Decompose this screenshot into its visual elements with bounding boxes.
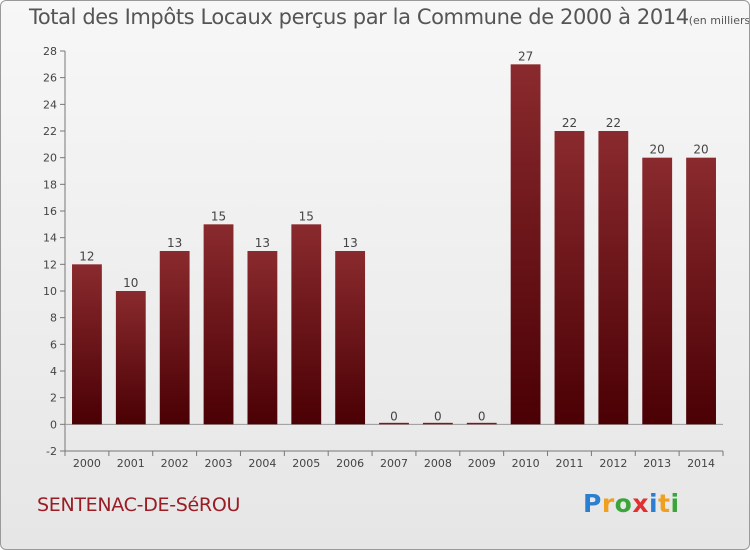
data-label-2004: 13 [255,236,270,250]
y-tick-label: 12 [43,258,57,271]
x-tick-label: 2003 [205,457,233,470]
bar-2014 [686,157,716,425]
bar-2004 [247,251,278,425]
y-tick-label: 20 [43,152,57,165]
x-tick-label: 2002 [161,457,189,470]
chart-subtitle: (en milliers d'€) [688,14,750,27]
data-label-2008: 0 [434,409,442,423]
data-label-2012: 22 [606,116,621,130]
proxiti-logo: Proxiti [583,489,680,518]
data-label-2003: 15 [211,209,226,223]
bar-2005 [291,224,322,425]
data-label-2000: 12 [79,249,94,263]
data-label-2011: 22 [562,116,577,130]
bar-2001 [115,291,146,425]
chart-title-text: Total des Impôts Locaux perçus par la Co… [29,5,689,29]
y-tick-label: 10 [43,285,57,298]
y-tick-label: 8 [50,312,57,325]
x-tick-label: 2001 [117,457,145,470]
logo-letter-5: t [658,489,671,518]
logo-letter-2: o [614,489,633,518]
logo-letter-4: i [649,489,659,518]
logo-letter-1: r [601,489,615,518]
x-tick-label: 2007 [380,457,408,470]
x-tick-label: 2006 [336,457,364,470]
x-tick-label: 2005 [292,457,320,470]
bar-2003 [203,224,234,425]
x-tick-label: 2010 [512,457,540,470]
chart-title: Total des Impôts Locaux perçus par la Co… [29,5,750,29]
y-tick-label: 0 [50,418,57,431]
bar-2009 [466,422,497,425]
data-label-2007: 0 [390,409,398,423]
y-tick-label: 6 [50,338,57,351]
x-tick-label: 2000 [73,457,101,470]
bar-2010 [510,64,541,425]
y-tick-label: -2 [46,445,57,458]
bar-2006 [335,251,366,425]
bar-2008 [422,422,453,425]
x-tick-label: 2008 [424,457,452,470]
bar-2000 [72,264,102,425]
y-tick-label: 16 [43,205,57,218]
y-tick-label: 24 [43,98,57,111]
y-tick-label: 2 [50,392,57,405]
bar-2012 [598,131,629,425]
bar-2011 [554,131,585,425]
x-tick-label: 2013 [643,457,671,470]
data-label-2006: 13 [342,236,357,250]
x-tick-label: 2011 [555,457,583,470]
commune-name: SENTENAC-DE-SéROU [37,494,241,516]
y-tick-label: 4 [50,365,57,378]
y-tick-label: 22 [43,125,57,138]
logo-letter-0: P [583,489,602,518]
data-label-2010: 27 [518,49,533,63]
logo-letter-3: x [632,489,649,518]
data-label-2009: 0 [478,409,486,423]
y-tick-label: 28 [43,45,57,58]
bar-2007 [379,422,409,425]
data-label-2002: 13 [167,236,182,250]
y-tick-label: 14 [43,232,57,245]
y-tick-label: 26 [43,72,57,85]
bar-2013 [642,157,673,425]
x-tick-label: 2014 [687,457,715,470]
data-label-2014: 20 [693,143,708,157]
bar-2002 [159,251,190,425]
data-label-2013: 20 [650,143,665,157]
y-tick-label: 18 [43,178,57,191]
x-tick-label: 2012 [599,457,627,470]
x-tick-label: 2004 [248,457,276,470]
x-tick-label: 2009 [468,457,496,470]
data-label-2001: 10 [123,276,138,290]
logo-letter-6: i [670,489,680,518]
data-label-2005: 15 [299,209,314,223]
